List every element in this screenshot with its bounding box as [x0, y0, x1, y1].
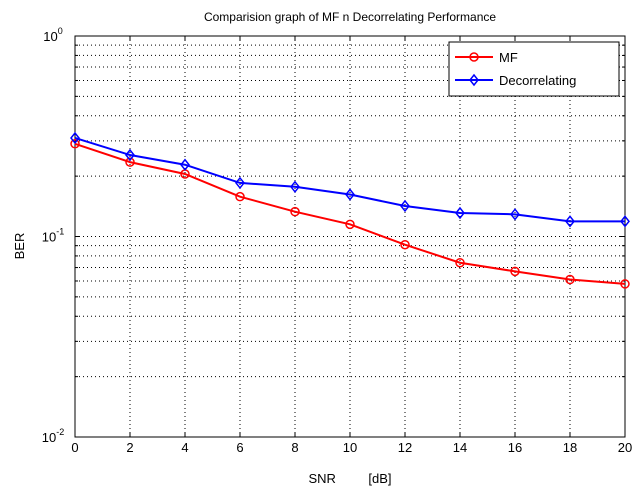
data-point — [235, 176, 245, 190]
data-point — [70, 139, 80, 149]
data-point — [565, 274, 575, 285]
data-point — [345, 188, 355, 201]
x-tick-label: 20 — [618, 440, 632, 455]
legend-box — [448, 41, 620, 97]
series-line-mf — [74, 142, 626, 285]
x-tick-label: 2 — [126, 440, 133, 455]
series-mf — [70, 139, 630, 289]
legend-marker — [469, 52, 479, 62]
legend-item-mf: MF — [455, 50, 518, 65]
data-point — [290, 206, 300, 217]
y-axis-label: BER — [12, 233, 27, 260]
x-tick-label: 14 — [453, 440, 467, 455]
legend-label: MF — [499, 50, 518, 65]
y-tick-label: 10-1 — [42, 227, 64, 245]
x-tick-label: 6 — [236, 440, 243, 455]
data-point — [455, 257, 465, 268]
series-decorrelating — [70, 131, 630, 228]
data-point — [345, 219, 355, 230]
y-axis: 100 10-1 10-2 — [42, 26, 625, 445]
data-point — [565, 215, 575, 228]
data-point — [400, 239, 410, 250]
x-tick-label: 12 — [398, 440, 412, 455]
x-tick-label: 0 — [71, 440, 78, 455]
series-line-decorrelating — [74, 137, 625, 223]
data-point — [235, 191, 245, 202]
x-tick-label: 4 — [181, 440, 188, 455]
legend-item-decorrelating: Decorrelating — [455, 73, 576, 88]
chart-title: Comparision graph of MF n Decorrelating … — [204, 10, 496, 24]
legend-label: Decorrelating — [499, 73, 576, 88]
x-tick-label: 10 — [343, 440, 357, 455]
grid-lines — [75, 36, 625, 437]
legend-marker — [469, 73, 479, 87]
data-point — [125, 157, 135, 167]
data-point — [400, 199, 410, 213]
x-tick-label: 8 — [291, 440, 298, 455]
data-point — [290, 180, 300, 193]
x-axis: 0 2 4 6 8 10 12 14 16 18 20 — [71, 36, 632, 455]
data-point — [455, 206, 465, 220]
y-tick-label: 10-2 — [42, 427, 64, 445]
data-point — [620, 279, 630, 289]
data-point — [70, 131, 80, 145]
x-tick-label: 18 — [563, 440, 577, 455]
data-point — [125, 148, 135, 162]
data-point — [620, 215, 630, 228]
x-axis-label: SNR [dB] — [308, 471, 391, 486]
y-tick-label: 100 — [43, 26, 62, 44]
data-point — [510, 208, 520, 221]
series-layer — [70, 131, 630, 289]
data-point — [510, 266, 520, 277]
data-point — [180, 158, 190, 171]
x-tick-label: 16 — [508, 440, 522, 455]
legend: MF Decorrelating — [448, 41, 620, 97]
